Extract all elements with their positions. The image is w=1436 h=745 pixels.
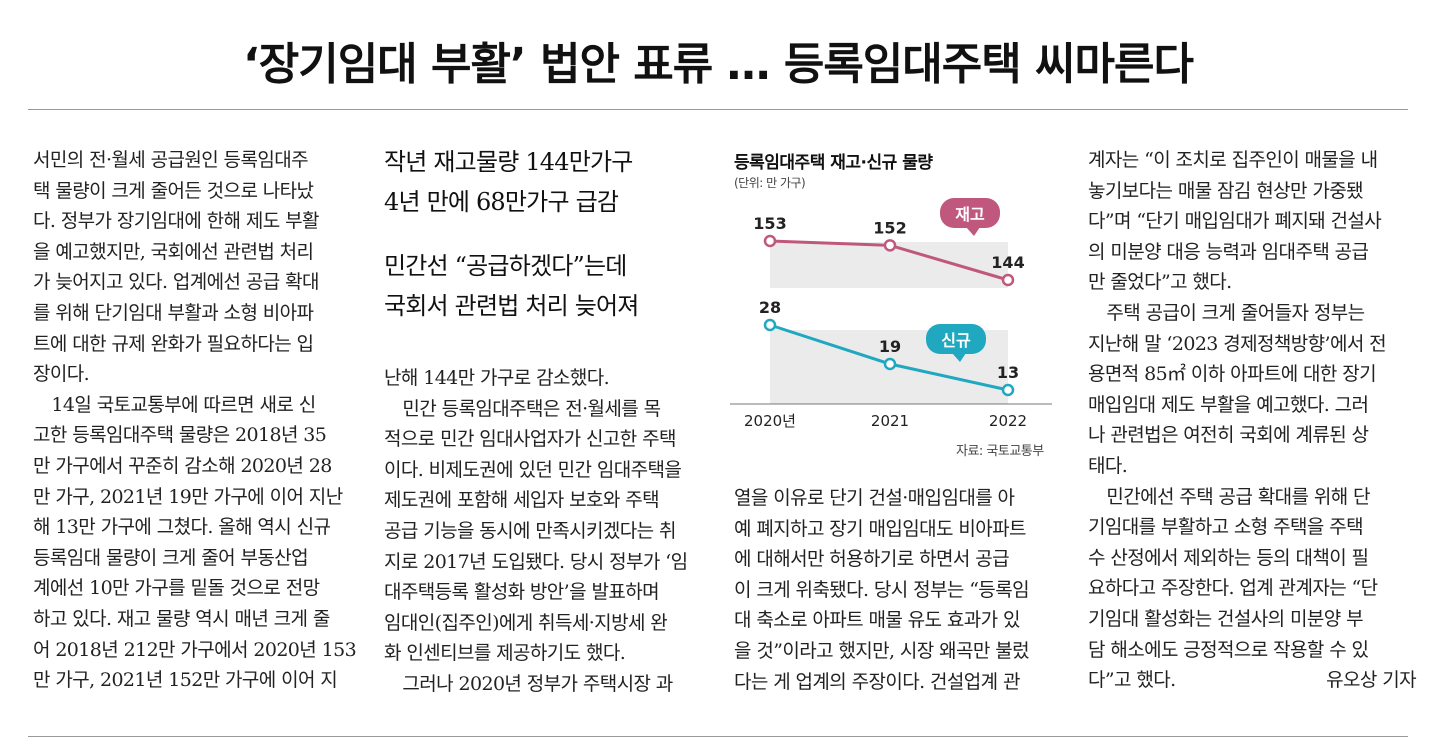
text-line: 나 관련법은 여전히 국회에 계류된 상 (1088, 424, 1369, 447)
legend-badge-신규 (926, 324, 986, 354)
data-point (1001, 273, 1015, 287)
text-line: 민간에선 주택 공급 확대를 위해 단 (1088, 485, 1370, 508)
chart-source: 자료: 국토교통부 (956, 444, 1044, 459)
text-line: 다”며 “단기 매입임대가 폐지돼 건설사 (1088, 210, 1382, 233)
text-line: 담 해소에도 긍정적으로 작용할 수 있 (1088, 638, 1369, 661)
legend-label: 재고 (955, 205, 985, 224)
data-point (1001, 383, 1015, 397)
bottom-rule (28, 736, 1408, 737)
x-tick-label: 2021 (871, 412, 909, 430)
subheading-1-line-2: 4년 만에 68만가구 급감 (384, 188, 619, 216)
text-line: 을 것”이라고 했지만, 시장 왜곡만 불렀 (734, 639, 1030, 662)
text-line: 에 대해서만 허용하기로 하면서 공급 (734, 548, 1010, 571)
subheading-2-line-1: 민간선 “공급하겠다”는데 (384, 252, 627, 280)
headline: ‘장기임대 부활’ 법안 표류 … 등록임대주택 씨마른다 (243, 39, 1194, 90)
data-point (763, 318, 777, 332)
text-line: 민간 등록임대주택은 전·월세를 목 (384, 397, 661, 420)
text-line: 만 줄었다”고 했다. (1088, 271, 1232, 294)
legend-badge-재고 (940, 198, 1000, 228)
text-line: 이 크게 위축됐다. 당시 정부는 “등록임 (734, 578, 1030, 601)
text-line: 제도권에 포함해 세입자 보호와 주택 (384, 489, 660, 512)
data-label: 153 (753, 214, 786, 233)
text-line: 다”고 했다. 유오상 기자 (1088, 665, 1417, 696)
text-line: 서민의 전·월세 공급원인 등록임대주 (33, 149, 309, 171)
text-line: 의 미분양 대응 능력과 임대주택 공급 (1088, 240, 1369, 263)
data-label: 152 (873, 218, 906, 237)
text-line: 지로 2017년 도입됐다. 당시 정부가 ‘임 (384, 550, 688, 573)
text-line: 만 가구, 2021년 152만 가구에 이어 지 (33, 669, 338, 692)
text-line: 장이다. (33, 363, 90, 386)
text-line: 화 인센티브를 제공하기도 했다. (384, 642, 626, 665)
text-line: 을 예고했지만, 국회에선 관련법 처리 (33, 240, 314, 263)
legend-badge-pointer (966, 227, 980, 236)
text-line: 예 폐지하고 장기 매입임대도 비아파트 (734, 517, 1026, 540)
chart-title: 등록임대주택 재고·신규 물량 (734, 153, 933, 173)
text-line: 를 위해 단기임대 부활과 소형 비아파 (33, 301, 314, 324)
text-line: 만 가구에서 꾸준히 감소해 2020년 28 (33, 454, 332, 477)
data-point (763, 234, 777, 248)
chart-unit: (단위: 만 가구) (734, 176, 806, 190)
text-line: 용면적 85㎡ 이하 아파트에 대한 장기 (1088, 363, 1377, 386)
text-line: 매입임대 제도 부활을 예고했다. 그러 (1088, 393, 1369, 416)
subheading-2-line-2: 국회서 관련법 처리 늦어져 (384, 292, 639, 320)
text-line: 난해 144만 가구로 감소했다. (384, 367, 610, 389)
text-line: 수 산정에서 제외하는 등의 대책이 필 (1088, 546, 1369, 569)
text-line: 그러나 2020년 정부가 주택시장 과 (384, 672, 673, 695)
text-line: 가 늦어지고 있다. 업계에선 공급 확대 (33, 271, 319, 294)
text-line: 주택 공급이 크게 줄어들자 정부는 (1088, 301, 1365, 324)
text-line: 만 가구, 2021년 19만 가구에 이어 지난 (33, 485, 343, 508)
text-line: 트에 대한 규제 완화가 필요하다는 입 (33, 332, 314, 355)
subheading-1-line-1: 작년 재고물량 144만가구 (384, 148, 633, 176)
data-label: 144 (991, 253, 1024, 272)
text-line: 공급 기능을 동시에 만족시키겠다는 취 (384, 519, 676, 542)
text-line: 계자는 “이 조치로 집주인이 매물을 내 (1088, 149, 1378, 171)
text-line: 계에선 10만 가구를 밑돌 것으로 전망 (33, 577, 320, 600)
subheading-1: 작년 재고물량 144만가구 4년 만에 68만가구 급감 (384, 142, 633, 222)
text-line: 열을 이유로 단기 건설·매입임대를 아 (734, 487, 1015, 509)
line-chart: 153 152 144 재고 28 19 13 신규 2020년 2021 2022 (730, 198, 1052, 430)
text-line: 택 물량이 크게 줄어든 것으로 나타났 (33, 179, 314, 202)
text-line: 적으로 민간 임대사업자가 신고한 주택 (384, 428, 676, 451)
text-line: 기임대 활성화는 건설사의 미분양 부 (1088, 607, 1364, 630)
text-line: 등록임대 물량이 크게 줄어 부동산업 (33, 546, 309, 569)
data-label: 28 (759, 298, 781, 317)
text-line: 다는 게 업계의 주장이다. 건설업계 관 (734, 670, 1020, 693)
text-line: 어 2018년 212만 가구에서 2020년 153 (33, 638, 357, 661)
headline-rule (28, 109, 1408, 110)
text-line: 이다. 비제도권에 있던 민간 임대주택을 (384, 458, 682, 481)
text-line: 해 13만 가구에 그쳤다. 올해 역시 신규 (33, 516, 331, 539)
text-line: 지난해 말 ‘2023 경제정책방향’에서 전 (1088, 332, 1387, 355)
text-line: 고한 등록임대주택 물량은 2018년 35 (33, 424, 327, 447)
text-line: 요하다고 주장한다. 업계 관계자는 “단 (1088, 577, 1378, 600)
legend-badge-pointer (952, 353, 966, 362)
text-line: 대주택등록 활성화 방안’을 발표하며 (384, 581, 660, 604)
text-line: 다. 정부가 장기임대에 한해 제도 부활 (33, 210, 319, 233)
byline: 유오상 기자 (1326, 669, 1416, 692)
data-point (883, 239, 897, 252)
x-tick-label: 2020년 (744, 412, 796, 430)
subheading-2: 민간선 “공급하겠다”는데 국회서 관련법 처리 늦어져 (384, 246, 639, 326)
x-tick-label: 2022 (989, 412, 1027, 430)
text-line: 하고 있다. 재고 물량 역시 매년 크게 줄 (33, 607, 330, 630)
text-line: 대 축소로 아파트 매물 유도 효과가 있 (734, 609, 1020, 632)
text-line: 놓기보다는 매물 잠김 현상만 가중됐 (1088, 179, 1364, 202)
data-label: 19 (879, 337, 901, 356)
text-line: 태다. (1088, 454, 1128, 477)
text-line: 임대인(집주인)에게 취득세·지방세 완 (384, 611, 668, 634)
text-line: 14일 국토교통부에 따르면 새로 신 (33, 393, 316, 416)
text-line: 기임대를 부활하고 소형 주택을 주택 (1088, 516, 1364, 539)
data-label: 13 (997, 363, 1019, 382)
legend-label: 신규 (941, 331, 971, 350)
data-point (883, 357, 897, 371)
